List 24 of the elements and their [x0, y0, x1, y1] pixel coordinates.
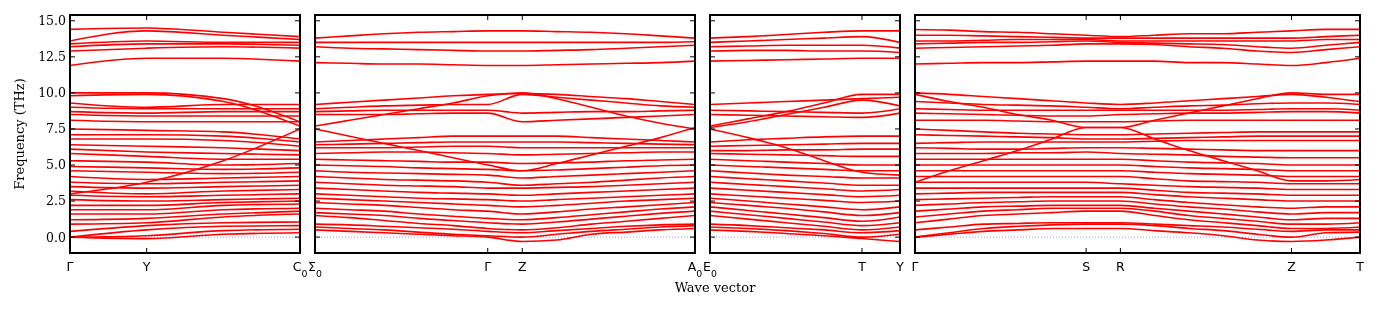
- y-tick-label: 12.5: [38, 49, 66, 65]
- x-tick-label: A$_{0}$: [687, 259, 703, 279]
- y-tick-label: 15.0: [38, 13, 67, 29]
- x-tick-label: S: [1082, 259, 1091, 274]
- x-tick-label: C$_{0}$: [292, 259, 308, 279]
- y-tick-label: 5.0: [46, 157, 67, 173]
- x-tick-label: Z: [1287, 259, 1296, 274]
- x-tick-label: Y: [141, 259, 151, 274]
- x-tick-label: Γ: [66, 259, 74, 274]
- y-tick-label: 10.0: [38, 85, 67, 101]
- x-tick-label: R: [1116, 259, 1126, 274]
- x-tick-label: Σ$_{0}$: [308, 259, 322, 279]
- x-tick-label: T: [857, 259, 867, 274]
- y-tick-label: 2.5: [46, 193, 66, 209]
- y-tick-label: 7.5: [46, 121, 66, 137]
- x-tick-label: E$_{0}$: [703, 259, 717, 279]
- x-tick-label: Z: [517, 259, 527, 274]
- x-tick-label: T: [1355, 259, 1365, 274]
- y-axis-title: Frequency (THz): [12, 78, 27, 190]
- x-tick-label: Γ: [484, 259, 492, 274]
- x-tick-label: Γ: [911, 259, 919, 274]
- x-axis-title: Wave vector: [674, 280, 757, 295]
- x-tick-label: Y: [895, 259, 905, 274]
- y-tick-label: 0.0: [46, 229, 67, 245]
